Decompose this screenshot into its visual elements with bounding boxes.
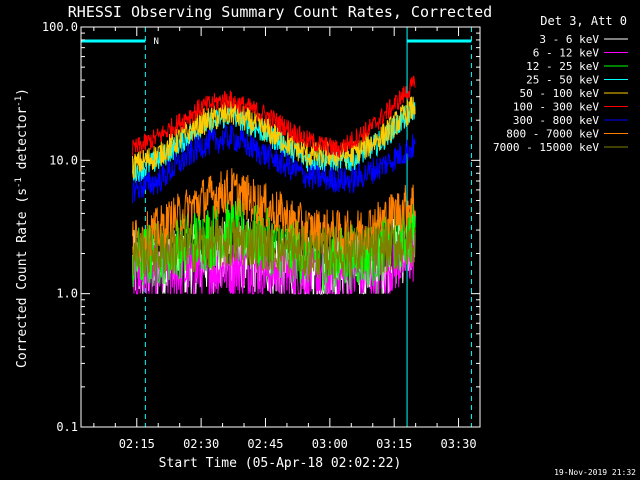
series-layer bbox=[132, 75, 416, 296]
y-axis-label-part2: detector bbox=[15, 107, 30, 178]
y-axis-label: Corrected Count Rate (s-1 detector-1) bbox=[14, 88, 30, 368]
series-line bbox=[132, 198, 416, 293]
x-tick-label: 02:15 bbox=[119, 437, 155, 451]
series-line bbox=[132, 124, 416, 204]
series-line bbox=[132, 96, 416, 179]
y-tick-label: 1.0 bbox=[56, 287, 78, 301]
plot-frame bbox=[80, 26, 481, 428]
x-tick-label: 03:00 bbox=[312, 437, 348, 451]
saa-marker-label: N bbox=[154, 37, 159, 47]
legend-label: 50 - 100 keV bbox=[520, 87, 600, 100]
y-tick-label: 10.0 bbox=[49, 153, 78, 167]
legend-label: 7000 - 15000 keV bbox=[493, 141, 599, 154]
legend-label: 3 - 6 keV bbox=[539, 33, 599, 46]
y-tick-label: 100.0 bbox=[42, 20, 78, 34]
series-line bbox=[132, 75, 416, 158]
x-tick-label: 02:30 bbox=[183, 437, 219, 451]
legend-label: 12 - 25 keV bbox=[526, 60, 599, 73]
series-line bbox=[132, 216, 416, 280]
x-tick-label: 03:15 bbox=[376, 437, 412, 451]
y-axis-label-part1: Corrected Count Rate (s bbox=[15, 188, 30, 368]
x-tick-label: 02:45 bbox=[247, 437, 283, 451]
legend-header: Det 3, Att 0 bbox=[540, 14, 627, 28]
legend-label: 800 - 7000 keV bbox=[506, 128, 599, 141]
y-tick-label: 0.1 bbox=[56, 420, 78, 434]
y-axis-label-part3: ) bbox=[15, 88, 30, 96]
x-tick-label: 03:30 bbox=[440, 437, 476, 451]
legend-label: 6 - 12 keV bbox=[533, 47, 600, 60]
x-axis-label: Start Time (05-Apr-18 02:02:22) bbox=[159, 456, 402, 471]
y-axis-label-exp2: -1 bbox=[14, 96, 24, 107]
legend-label: 100 - 300 keV bbox=[513, 101, 599, 114]
legend-label: 25 - 50 keV bbox=[526, 74, 599, 87]
legend-label: 300 - 800 keV bbox=[513, 114, 599, 127]
chart-title: RHESSI Observing Summary Count Rates, Co… bbox=[68, 3, 492, 21]
axis-layer: 0.1 1.0 10.0 100.0 02:15 02:30 02:45 03:00 03:15… bbox=[42, 20, 480, 451]
plot-timestamp: 19-Nov-2019 21:32 bbox=[554, 468, 636, 477]
y-axis-label-exp1: -1 bbox=[14, 177, 24, 188]
